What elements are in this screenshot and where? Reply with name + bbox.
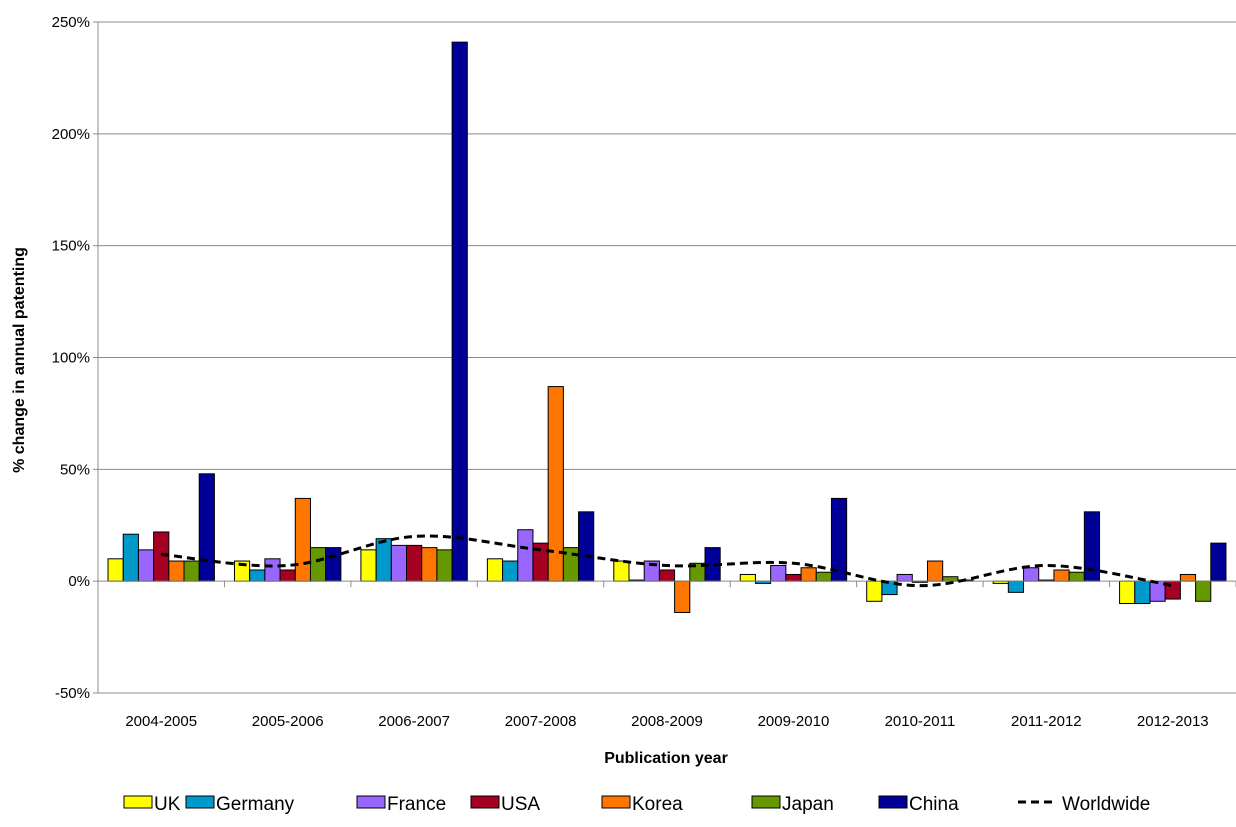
bar-korea-2012-2013 <box>1179 573 1197 582</box>
bar-china-2012-2013 <box>1210 542 1227 582</box>
legend-label-usa: USA <box>501 794 540 815</box>
x-tick-label: 2012-2013 <box>1137 713 1209 730</box>
y-tick-label: 250% <box>52 14 90 31</box>
bar-france-2005-2006 <box>264 558 281 582</box>
y-tick-label: 0% <box>68 573 90 590</box>
legend: UK Germany France USA Korea Japan China Worldwi… <box>123 794 1150 815</box>
axes-layer <box>93 21 1236 694</box>
bar-germany-2005-2006 <box>249 569 266 582</box>
bar-germany-2011-2012 <box>1007 580 1025 593</box>
line-layer <box>161 534 1174 588</box>
legend-label-uk: UK <box>154 794 181 815</box>
bar-france-2009-2010 <box>770 565 787 582</box>
bar-korea-2004-2005 <box>168 560 185 582</box>
y-tick-label: 150% <box>52 238 90 255</box>
bar-france-2007-2008 <box>517 529 534 582</box>
bar-germany-2012-2013 <box>1134 580 1151 605</box>
legend-swatch-uk <box>123 795 153 809</box>
x-tick-label: 2010-2011 <box>885 713 956 730</box>
bar-uk-2008-2009 <box>613 560 630 582</box>
bar-france-2011-2012 <box>1023 567 1040 582</box>
bar-japan-2005-2006 <box>309 547 327 582</box>
legend-label-japan: Japan <box>782 794 834 815</box>
bar-germany-2007-2008 <box>502 560 519 582</box>
legend-label-china: China <box>909 794 959 815</box>
y-tick-label: 50% <box>60 461 90 478</box>
y-axis-title: % change in annual patenting <box>11 247 28 473</box>
bar-usa-2008-2009 <box>658 569 676 582</box>
legend-swatch-china <box>878 795 908 809</box>
bar-uk-2010-2011 <box>866 580 883 602</box>
x-tick-label: 2006-2007 <box>378 713 450 730</box>
bar-korea-2010-2011 <box>926 560 944 582</box>
bar-usa-2009-2010 <box>785 573 802 582</box>
bar-korea-2006-2007 <box>421 547 438 582</box>
bar-uk-2004-2005 <box>107 558 124 582</box>
legend-swatch-japan <box>751 795 781 809</box>
grid-layer <box>98 21 1236 694</box>
bar-uk-2006-2007 <box>360 549 377 582</box>
x-tick-label: 2009-2010 <box>758 713 830 730</box>
bar-china-2005-2006 <box>325 547 342 582</box>
bar-japan-2010-2011 <box>942 576 959 582</box>
bar-japan-2004-2005 <box>183 560 200 582</box>
bar-france-2010-2011 <box>896 573 913 582</box>
bar-uk-2009-2010 <box>739 573 756 582</box>
bar-france-2006-2007 <box>390 544 408 582</box>
bar-germany-2004-2005 <box>122 533 139 582</box>
bar-china-2004-2005 <box>198 473 215 582</box>
y-tick-label: 200% <box>52 126 90 143</box>
y-tick-label: -50% <box>55 685 90 702</box>
line-worldwide <box>161 534 1174 588</box>
x-tick-label: 2011-2012 <box>1011 713 1082 730</box>
bar-korea-2005-2006 <box>294 497 311 582</box>
bar-japan-2009-2010 <box>815 571 832 582</box>
bars-layer <box>107 41 1227 613</box>
legend-swatch-usa <box>470 795 500 809</box>
bar-japan-2011-2012 <box>1068 571 1085 582</box>
bar-usa-2005-2006 <box>279 569 296 582</box>
legend-swatch-korea <box>601 795 631 809</box>
bar-china-2006-2007 <box>451 41 468 582</box>
legend-swatch-germany <box>185 795 215 809</box>
legend-label-korea: Korea <box>632 794 683 815</box>
bar-uk-2012-2013 <box>1119 580 1136 605</box>
bar-korea-2008-2009 <box>674 580 691 613</box>
labels-layer: -50% 0% 50% 100% 150% 200% 250% 2004-2005 2005-2… <box>52 14 1209 730</box>
legend-label-worldwide: Worldwide <box>1062 794 1150 815</box>
bar-germany-2006-2007 <box>375 538 392 582</box>
legend-label-germany: Germany <box>216 794 295 815</box>
y-tick-label: 100% <box>52 350 90 367</box>
legend-label-france: France <box>387 794 446 815</box>
bar-korea-2009-2010 <box>800 567 817 582</box>
x-tick-label: 2004-2005 <box>125 713 197 730</box>
bar-korea-2011-2012 <box>1053 569 1070 582</box>
bar-uk-2007-2008 <box>486 558 504 582</box>
bar-japan-2012-2013 <box>1195 580 1212 602</box>
x-tick-label: 2008-2009 <box>631 713 703 730</box>
x-axis-title: Publication year <box>604 750 728 767</box>
bar-china-2007-2008 <box>578 511 595 582</box>
bar-france-2004-2005 <box>137 549 155 582</box>
x-tick-label: 2007-2008 <box>505 713 577 730</box>
bar-usa-2004-2005 <box>153 531 170 582</box>
legend-swatch-france <box>356 795 386 809</box>
bar-usa-2006-2007 <box>406 544 423 582</box>
x-tick-label: 2005-2006 <box>252 713 324 730</box>
bar-japan-2006-2007 <box>436 549 453 582</box>
